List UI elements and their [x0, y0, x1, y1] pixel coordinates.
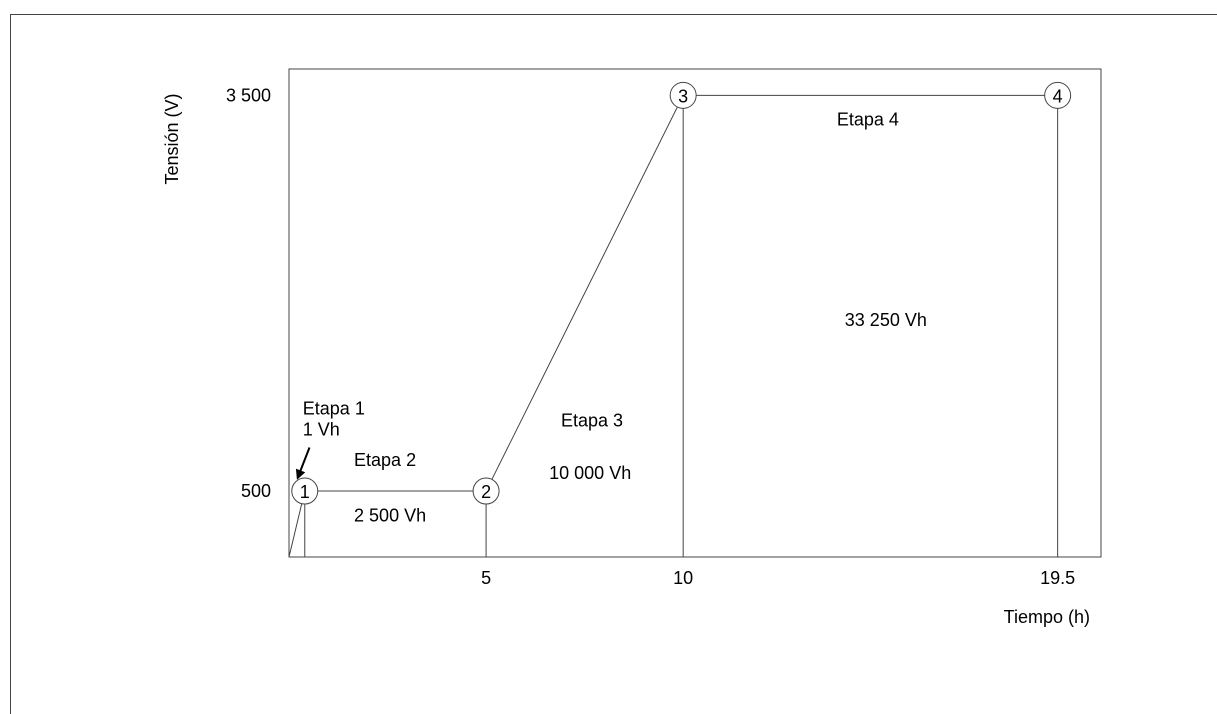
- figure-frame: [10, 14, 1217, 714]
- annotation: 2 500 Vh: [354, 505, 426, 525]
- y-tick-label: 3 500: [226, 85, 271, 105]
- point-label: 3: [678, 86, 688, 106]
- annotation: 1 Vh: [303, 420, 340, 440]
- point-marker: [1044, 81, 1072, 109]
- x-axis-label: Tiempo (h): [1004, 607, 1090, 627]
- y-tick-label: 500: [241, 481, 271, 501]
- annotation: Etapa 4: [837, 110, 899, 130]
- plot-border: [288, 68, 1102, 558]
- x-tick-label: 10: [673, 568, 693, 588]
- point-marker: [669, 81, 697, 109]
- annotation: Etapa 3: [561, 410, 623, 430]
- x-tick-label: 5: [481, 568, 491, 588]
- point-label: 1: [300, 482, 310, 502]
- y-axis-label: Tensión (V): [162, 93, 182, 184]
- point-label: 4: [1053, 86, 1063, 106]
- x-tick-label: 19.5: [1040, 568, 1075, 588]
- arrow: [295, 447, 311, 480]
- annotation: Etapa 2: [354, 450, 416, 470]
- point-marker: [472, 477, 500, 505]
- annotation: 10 000 Vh: [549, 463, 631, 483]
- chart: 1 2 3 4 5 10 19.5 500 3 500 Etapa 11 Vh Etapa 2 2 5…: [162, 68, 1102, 627]
- annotation: 33 250 Vh: [845, 310, 927, 330]
- series-line: [288, 94, 1058, 558]
- annotation: Etapa 1: [303, 399, 365, 419]
- point-label: 2: [481, 482, 491, 502]
